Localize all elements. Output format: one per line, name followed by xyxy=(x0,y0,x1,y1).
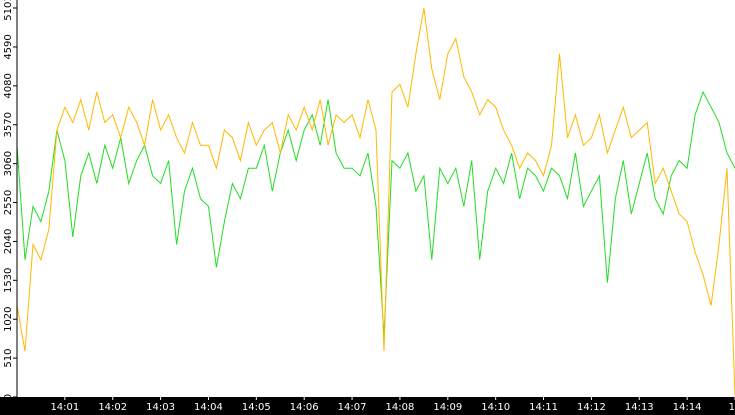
x-tick-label: 14:09 xyxy=(433,402,462,413)
y-tick-label: 3060 xyxy=(3,151,14,176)
x-tick-label: 14:12 xyxy=(577,402,606,413)
data-line xyxy=(17,90,735,337)
x-tick-label: 14:04 xyxy=(194,402,223,413)
plot-area xyxy=(17,7,735,397)
x-tick-label: 14:05 xyxy=(242,402,271,413)
y-tick-label: 3570 xyxy=(3,112,14,137)
x-tick-label: 14:11 xyxy=(529,402,558,413)
data-line xyxy=(17,7,735,397)
x-tick-label: 14:13 xyxy=(625,402,654,413)
x-tick-label: 14:01 xyxy=(50,402,79,413)
y-tick-label: 510 xyxy=(3,349,14,368)
x-tick-label: 14:08 xyxy=(386,402,415,413)
y-tick-label: 1530 xyxy=(3,268,14,293)
y-tick-label: 2550 xyxy=(3,190,14,215)
x-tick-label: 14 xyxy=(729,402,735,413)
x-tick-label: 14:06 xyxy=(290,402,319,413)
y-tick-label: 5101 xyxy=(3,0,14,21)
x-tick-label: 14:03 xyxy=(146,402,175,413)
x-tick-label: 14:07 xyxy=(338,402,367,413)
y-tick-label: 1020 xyxy=(3,306,14,331)
x-axis-strip xyxy=(0,397,735,415)
x-tick-label: 14:02 xyxy=(98,402,127,413)
y-tick-label: 2040 xyxy=(3,229,14,254)
y-tick-label: 4080 xyxy=(3,73,14,98)
y-tick-label: 0 xyxy=(3,394,14,400)
y-tick-label: 4590 xyxy=(3,34,14,59)
x-tick-label: 14:10 xyxy=(481,402,510,413)
x-tick-label: 14:14 xyxy=(673,402,702,413)
